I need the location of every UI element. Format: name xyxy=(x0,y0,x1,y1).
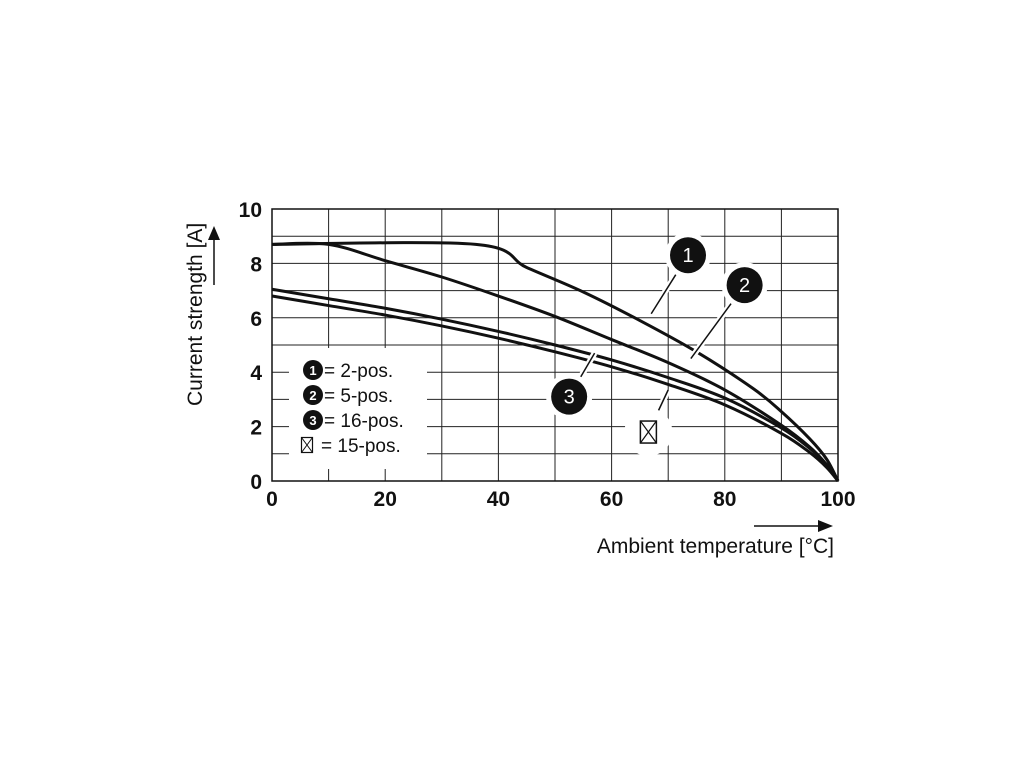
x-axis-title: Ambient temperature [°C] xyxy=(597,535,834,558)
x-tick-label: 0 xyxy=(266,488,278,511)
callout-badge-3 xyxy=(551,378,588,415)
callout-badge-number: 1 xyxy=(682,245,693,267)
legend-label: = 15-pos. xyxy=(321,436,401,457)
callout-badge-1 xyxy=(670,237,707,274)
callout-badge-number: 3 xyxy=(564,387,575,409)
plot-frame xyxy=(271,208,839,482)
x-tick-label: 100 xyxy=(820,488,855,511)
y-axis-title: Current strength [A] xyxy=(184,223,207,406)
y-tick-label: 0 xyxy=(250,471,262,494)
y-tick-label: 10 xyxy=(239,199,262,222)
y-tick-label: 8 xyxy=(250,253,262,276)
legend-badge-3 xyxy=(303,410,323,430)
series-layer xyxy=(271,241,840,482)
x-axis-arrow xyxy=(754,520,833,532)
legend-label: = 2-pos. xyxy=(324,361,393,382)
x-tick-label: 20 xyxy=(374,488,397,511)
legend-badge-2 xyxy=(303,385,323,405)
legend-crossed-box-cross xyxy=(301,437,313,453)
legend: 1 = 2-pos. 2 = 5-pos. 3 = 16-pos. = 15-pos. xyxy=(289,348,427,469)
x-tick-label: 80 xyxy=(713,488,736,511)
x-tick-label: 40 xyxy=(487,488,510,511)
leader-line xyxy=(650,270,679,315)
crossed-box-cross xyxy=(639,420,657,444)
legend-badge-number: 2 xyxy=(309,388,316,403)
x-tick-label: 60 xyxy=(600,488,623,511)
legend-badge-number: 1 xyxy=(309,363,316,378)
series-line-crossed-box xyxy=(271,294,840,482)
legend-badge-number: 3 xyxy=(309,413,316,428)
annotation-layer: 1 2 3 xyxy=(546,232,768,457)
leader-line xyxy=(578,352,596,381)
legend-badge-1 xyxy=(303,360,323,380)
y-axis-arrow xyxy=(208,226,220,285)
tick-labels: 0 20 40 60 80 100 0 2 4 6 8 10 xyxy=(239,199,856,511)
series-line-1 xyxy=(271,241,840,482)
leader-line xyxy=(690,300,734,360)
legend-label: = 16-pos. xyxy=(324,411,404,432)
callout-badge-2 xyxy=(726,267,763,304)
callout-badge-number: 2 xyxy=(739,275,750,297)
y-tick-label: 6 xyxy=(250,308,262,331)
y-tick-label: 2 xyxy=(250,417,262,440)
series-line-3 xyxy=(271,287,840,482)
y-tick-label: 4 xyxy=(250,362,262,385)
legend-label: = 5-pos. xyxy=(324,386,393,407)
